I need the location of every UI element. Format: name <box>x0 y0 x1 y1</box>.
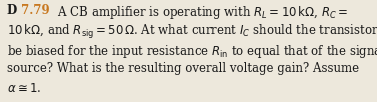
Text: $\alpha \cong 1$.: $\alpha \cong 1$. <box>7 82 41 95</box>
Text: D: D <box>7 4 17 17</box>
Text: be biased for the input resistance $R_\mathrm{in}$ to equal that of the signal: be biased for the input resistance $R_\m… <box>7 43 377 60</box>
Text: source? What is the resulting overall voltage gain? Assume: source? What is the resulting overall vo… <box>7 62 359 75</box>
Text: $10\,\mathrm{k\Omega}$, and $R_\mathrm{sig} = 50\,\Omega$. At what current $I_C$: $10\,\mathrm{k\Omega}$, and $R_\mathrm{s… <box>7 23 377 41</box>
Text: A CB amplifier is operating with $R_L = 10\,\mathrm{k\Omega}$, $R_C =$: A CB amplifier is operating with $R_L = … <box>50 4 348 21</box>
Text: 7.79: 7.79 <box>17 4 50 17</box>
